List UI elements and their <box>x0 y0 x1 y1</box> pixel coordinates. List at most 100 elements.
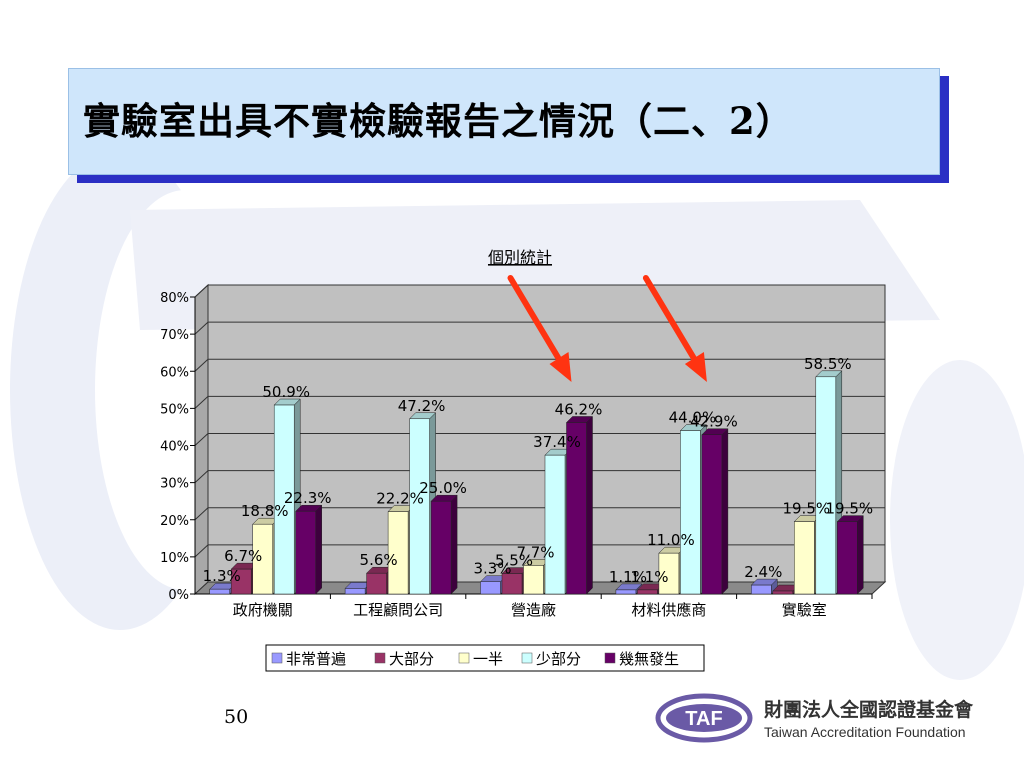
legend: 非常普遍 大部分 一半 少部分 幾無發生 <box>271 650 679 668</box>
legend-label: 非常普遍 <box>286 650 346 668</box>
data-label: 1.3% <box>203 567 241 585</box>
bar-front <box>344 588 366 595</box>
bar-front <box>815 376 837 595</box>
legend-swatch <box>604 652 616 664</box>
annotation-arrow <box>642 275 707 382</box>
data-label: 1.1% <box>630 568 668 586</box>
bar-front <box>637 589 658 595</box>
legend-swatch <box>271 652 283 664</box>
bar-front <box>273 404 295 595</box>
gridline-side <box>194 284 209 298</box>
bar-front <box>701 434 723 595</box>
data-label: 22.2% <box>376 490 424 508</box>
bar-front <box>837 521 858 595</box>
bar-front <box>544 454 566 595</box>
bar-front <box>658 552 680 595</box>
taf-logo: TAF <box>655 693 753 743</box>
bar-front <box>409 418 430 595</box>
bar-side <box>857 515 864 595</box>
gridline-side <box>194 470 209 483</box>
data-label: 5.6% <box>360 551 398 569</box>
bar <box>750 578 778 595</box>
chart-title: 個別統計 <box>488 248 552 267</box>
bar-front <box>252 523 273 595</box>
data-label: 50.9% <box>262 383 310 401</box>
bar-front <box>209 588 230 595</box>
bar-front <box>615 589 637 595</box>
data-label: 47.2% <box>398 397 446 415</box>
data-label: 42.9% <box>690 413 738 431</box>
legend-item: 少部分 <box>521 650 581 668</box>
y-tick-label: 20% <box>160 514 189 529</box>
arrow-head <box>549 352 572 382</box>
y-tick-label: 0% <box>168 588 189 603</box>
data-label: 6.7% <box>224 547 262 565</box>
gridline-side <box>194 321 209 335</box>
data-label: 2.4% <box>744 563 782 581</box>
bar <box>836 515 864 595</box>
gridline-side <box>194 358 209 372</box>
x-tick-label: 政府機關 <box>233 601 293 619</box>
bar-front <box>230 568 252 595</box>
logo-text: TAF <box>685 708 722 730</box>
data-label: 19.5% <box>825 500 873 518</box>
x-tick-label: 營造廠 <box>511 601 556 619</box>
bar-side <box>450 494 458 595</box>
y-tick-label: 30% <box>160 477 189 492</box>
bar-side <box>721 428 729 595</box>
x-axis: 政府機關 工程顧問公司 營造廠 材料供應商 實驗室 <box>233 594 873 619</box>
legend-item: 一半 <box>458 650 503 668</box>
org-name-english: Taiwan Accreditation Foundation <box>764 724 966 740</box>
gridline-side <box>194 544 209 558</box>
legend-box <box>265 644 705 672</box>
bar-front <box>523 565 544 595</box>
arrow-shaft <box>507 275 569 373</box>
data-label: 3.3% <box>473 560 511 578</box>
legend-item: 幾無發生 <box>604 650 679 668</box>
bar-front <box>295 510 316 595</box>
bar <box>430 494 458 595</box>
data-label: 44.0% <box>669 409 717 427</box>
annotation-arrows <box>507 275 707 382</box>
gridline-side <box>194 433 209 446</box>
page-number: 50 <box>224 706 249 728</box>
legend-label: 少部分 <box>536 650 581 668</box>
bar-front <box>366 572 387 595</box>
title-banner: 實驗室出具不實檢驗報告之情況（二、2） <box>68 68 940 175</box>
gridline-side <box>194 396 209 409</box>
legend-swatch <box>374 652 386 664</box>
bar-side <box>315 504 322 595</box>
data-label: 37.4% <box>533 433 581 451</box>
data-label: 1.1% <box>609 568 647 586</box>
data-labels: 1.3% 6.7% 18.8% 50.9% 22.3% 5.6% 22.2% 47.2% 25.… <box>203 355 873 586</box>
y-tick-label: 50% <box>160 402 189 417</box>
bar-front <box>772 590 794 595</box>
bar-side <box>586 415 593 595</box>
legend-label: 一半 <box>473 650 503 668</box>
data-label: 19.5% <box>782 500 830 518</box>
data-label: 46.2% <box>555 400 603 418</box>
x-tick-label: 材料供應商 <box>631 601 706 619</box>
data-label: 5.5% <box>495 552 533 570</box>
data-label: 11.0% <box>647 531 695 549</box>
y-tick-label: 80% <box>160 291 189 306</box>
slide-title: 實驗室出具不實檢驗報告之情況（二、2） <box>83 99 794 143</box>
data-label: 22.3% <box>284 489 332 507</box>
x-tick-label: 工程顧問公司 <box>353 601 443 619</box>
x-tick-label: 實驗室 <box>782 601 827 619</box>
data-label: 18.8% <box>241 502 289 520</box>
y-tick-label: 70% <box>160 328 189 343</box>
bar-front <box>430 500 452 595</box>
legend-swatch <box>521 652 533 664</box>
arrow-head <box>684 352 707 382</box>
bar <box>295 504 323 595</box>
bar-front <box>387 511 409 595</box>
annotation-arrow <box>507 275 572 382</box>
data-label: 7.7% <box>516 543 554 561</box>
data-label: 58.5% <box>804 355 852 373</box>
bar-front <box>501 573 523 595</box>
bars-group <box>209 370 864 595</box>
y-tick-label: 40% <box>160 440 189 455</box>
data-label: 25.0% <box>419 479 467 497</box>
bar-front <box>480 581 501 595</box>
